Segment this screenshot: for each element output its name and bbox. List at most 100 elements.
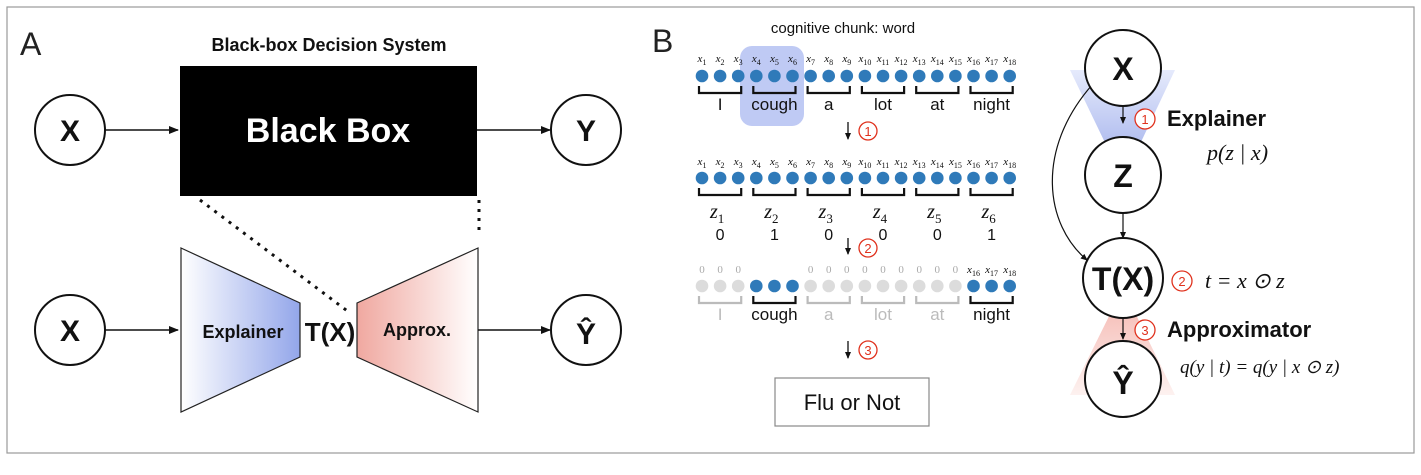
graph-node-yhat-label: Ŷ — [1112, 365, 1133, 401]
token-dot — [768, 172, 781, 185]
masked-word-label: I — [718, 305, 723, 324]
token-dot — [967, 70, 980, 83]
chunk-bracket — [862, 86, 904, 93]
graph-step-1-number: 1 — [1141, 112, 1148, 127]
x-token-label: x3 — [733, 156, 743, 170]
step-1-label: Explainer — [1167, 106, 1266, 131]
masked-zero: 0 — [735, 264, 741, 276]
token-dot — [822, 70, 835, 83]
masked-zero: 0 — [699, 264, 705, 276]
token-dot — [750, 280, 763, 293]
z-value: 0 — [933, 227, 942, 244]
chunk-bracket — [699, 188, 741, 195]
chunk-title: cognitive chunk: word — [771, 20, 915, 37]
x-token-label: x1 — [697, 53, 707, 67]
chunk-bracket — [971, 86, 1013, 93]
masked-zero: 0 — [808, 264, 814, 276]
x-token-label: x14 — [930, 53, 944, 67]
approx-label: Approx. — [383, 320, 451, 340]
chunk-bracket — [862, 188, 904, 195]
chunk-bracket — [753, 296, 795, 303]
approx-output-label: Ŷ — [576, 317, 596, 351]
token-dot — [696, 172, 709, 185]
token-dot — [877, 280, 890, 293]
x-token-label: x12 — [894, 156, 908, 170]
token-dot — [985, 280, 998, 293]
explainer-label: Explainer — [202, 322, 283, 342]
token-dot — [696, 70, 709, 83]
x-token-label: x15 — [948, 53, 962, 67]
x-token-label: x4 — [751, 156, 761, 170]
token-dot — [913, 280, 926, 293]
x-token-label: x8 — [823, 156, 833, 170]
step-3-label: Approximator — [1167, 317, 1312, 342]
x-token-label: x14 — [930, 156, 944, 170]
masked-zero: 0 — [953, 264, 959, 276]
chunk-bracket — [971, 296, 1013, 303]
step-3-number: 3 — [864, 343, 871, 358]
token-dot — [750, 172, 763, 185]
token-dot — [877, 172, 890, 185]
z-value: 0 — [879, 227, 888, 244]
token-dot — [877, 70, 890, 83]
output-node-label: Y — [576, 115, 596, 148]
x-token-label: x15 — [948, 156, 962, 170]
token-dot — [913, 70, 926, 83]
token-dot — [804, 70, 817, 83]
token-dot — [768, 280, 781, 293]
x-token-label: x17 — [984, 156, 998, 170]
word-label: lot — [874, 95, 892, 114]
chunk-bracket — [699, 86, 741, 93]
token-dot — [1003, 172, 1016, 185]
z-value: 0 — [716, 227, 725, 244]
word-label: cough — [751, 95, 797, 114]
chunk-bracket — [916, 188, 958, 195]
tx-label: T(X) — [305, 317, 356, 347]
panel-a: A Black-box Decision System Black Box X … — [20, 26, 621, 412]
token-row-3: 0 0 0 0 0 0 0 0 0 0 0 0 x16 x17 x18 — [696, 264, 1016, 303]
token-dot — [732, 172, 745, 185]
masked-zero: 0 — [916, 264, 922, 276]
masked-zero: 0 — [898, 264, 904, 276]
x-token-label: x9 — [841, 53, 851, 67]
word-label: a — [824, 95, 834, 114]
x-token-label: x18 — [1002, 264, 1016, 278]
x-token-label: x16 — [966, 156, 980, 170]
graph-node-tx-label: T(X) — [1092, 261, 1154, 297]
z-labels: z10z21z30z40z50z61 — [709, 201, 996, 244]
token-dot — [1003, 70, 1016, 83]
word-label: I — [718, 95, 723, 114]
x-token-label: x7 — [805, 156, 815, 170]
step-3-formula: q(y | t) = q(y | x ⊙ z) — [1180, 357, 1339, 378]
chunk-bracket — [862, 296, 904, 303]
x-token-label: x5 — [769, 156, 779, 170]
x-token-label: x13 — [912, 53, 926, 67]
graphical-model: X Z T(X) Ŷ 1 Explainer p(z | x) 2 t = x … — [1052, 30, 1339, 417]
panel-a-letter: A — [20, 26, 42, 62]
masked-zero: 0 — [717, 264, 723, 276]
z-variable-label: z4 — [872, 201, 888, 226]
token-dot — [931, 172, 944, 185]
chunk-bracket — [753, 188, 795, 195]
x-token-label: x2 — [715, 53, 725, 67]
chunk-bracket — [808, 86, 850, 93]
word-labels-row-1: Icough a lot at night — [718, 95, 1011, 114]
chunk-bracket — [699, 296, 741, 303]
token-dot — [714, 280, 727, 293]
x-token-label: x9 — [841, 156, 851, 170]
graph-node-z-label: Z — [1113, 158, 1133, 194]
step-2-formula: t = x ⊙ z — [1205, 268, 1285, 293]
z-value: 0 — [824, 227, 833, 244]
graph-step-3-number: 3 — [1141, 323, 1148, 338]
token-dot — [841, 280, 854, 293]
x-token-label: x1 — [697, 156, 707, 170]
z-variable-label: z1 — [709, 201, 724, 226]
token-dot — [931, 70, 944, 83]
chunk-bracket — [808, 296, 850, 303]
x-token-label: x13 — [912, 156, 926, 170]
masked-zero: 0 — [844, 264, 850, 276]
graph-node-x-label: X — [1112, 51, 1134, 87]
token-dot — [786, 70, 799, 83]
word-label: night — [973, 95, 1010, 114]
